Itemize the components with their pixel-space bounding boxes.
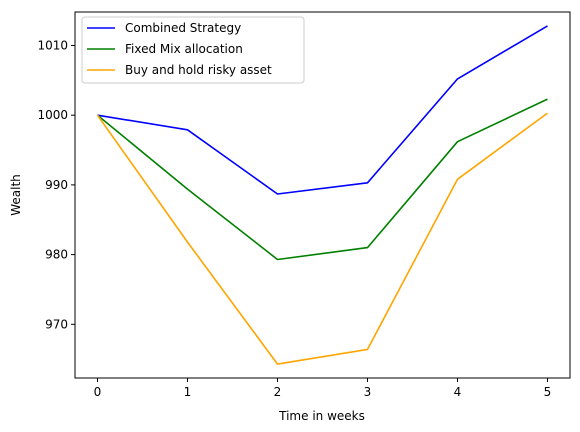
legend-label: Fixed Mix allocation: [125, 42, 243, 56]
x-tick-label: 0: [94, 385, 102, 399]
y-tick-label: 1000: [37, 108, 68, 122]
y-tick-label: 990: [45, 178, 68, 192]
x-axis-label: Time in weeks: [278, 409, 365, 423]
y-tick-label: 1010: [37, 38, 68, 52]
y-tick-label: 970: [45, 317, 68, 331]
legend-label: Buy and hold risky asset: [125, 63, 272, 77]
x-tick-label: 5: [544, 385, 552, 399]
legend-label: Combined Strategy: [125, 21, 241, 35]
x-axis: 0 1 2 3 4 5: [94, 378, 552, 399]
series-line-2: [96, 98, 548, 261]
series-line-3: [96, 112, 548, 365]
series-lines: [96, 25, 548, 365]
y-tick-label: 980: [45, 248, 68, 262]
x-tick-label: 3: [364, 385, 372, 399]
x-tick-label: 4: [454, 385, 462, 399]
series-line-1: [97, 25, 548, 195]
y-axis-label: Wealth: [9, 174, 23, 216]
legend-box: [81, 16, 305, 84]
legend: Combined Strategy Fixed Mix allocation Buy…: [81, 16, 305, 84]
x-tick-label: 2: [274, 385, 282, 399]
x-tick-label: 1: [184, 385, 192, 399]
y-axis: 970 980 990 1000 1010: [37, 38, 75, 331]
